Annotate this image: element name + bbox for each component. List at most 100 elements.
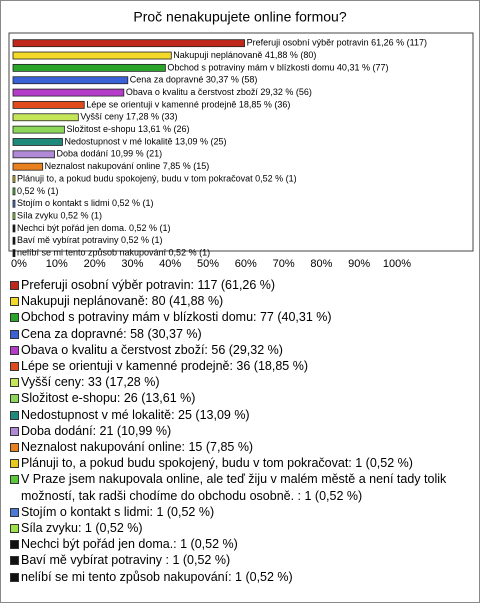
legend-swatch [10,410,19,420]
legend-swatch [10,556,19,566]
bar [12,138,63,146]
legend-label: Preferuji osobní výběr potravin: 117 (61… [21,278,276,292]
bar-label: Nechci být pořád jen doma. 0,52 % (1) [17,223,171,233]
legend-label: Nakupuji neplánovaně: 80 (41,88 %) [21,294,224,309]
legend-label: Lépe se orientuji v kamenné prodejně: 36… [21,359,308,374]
legend-swatch [10,475,19,485]
bar [12,150,55,159]
x-tick-label: 100% [383,258,411,270]
bar [12,187,16,196]
legend-swatch [10,426,19,436]
legend-label: Nedostupnost v mé lokalitě: 25 (13,09 %) [21,407,250,422]
legend-label: Vyšší ceny: 33 (17,28 %) [21,375,160,390]
legend-label: Obchod s potraviny mám v blízkosti domu:… [21,310,332,325]
x-tick-label: 80% [310,258,332,270]
legend-swatch [10,507,19,517]
bar-label: nelíbí se mi tento způsob nakupování 0,5… [17,248,210,258]
legend-item: Vyšší ceny: 33 (17,28 %) [9,374,471,390]
legend-label: V Praze jsem nakupovala online, ale teď … [21,472,447,503]
bar [12,199,16,208]
x-tick-label: 40% [159,258,181,270]
x-tick-label: 70% [273,258,295,270]
legend-swatch [10,297,19,307]
legend-label: Cena za dopravné: 58 (30,37 %) [21,326,202,341]
bar [12,212,16,220]
legend-item: nelíbí se mi tento způsob nakupování: 1 … [9,569,471,585]
legend-item: Nakupuji neplánovaně: 80 (41,88 %) [9,293,471,309]
legend-item: Složitost e-shopu: 26 (13,61 %) [9,390,471,406]
x-tick-label: 20% [84,258,106,270]
legend-swatch [10,313,19,323]
bar-label: Obava o kvalitu a čerstvost zboží 29,32 … [126,87,312,97]
legend-label: nelíbí se mi tento způsob nakupování: 1 … [21,569,293,584]
legend-item: Obchod s potraviny mám v blízkosti domu:… [9,309,471,325]
bar [12,76,129,85]
legend-label: Stojím o kontakt s lidmi: 1 (0,52 %) [21,504,215,519]
legend-item: Baví mě vybírat potraviny : 1 (0,52 %) [9,552,471,568]
legend-swatch [10,540,19,550]
legend-label: Síla zvyku: 1 (0,52 %) [21,521,143,536]
legend-swatch [10,378,19,388]
bar-label: Vyšší ceny 17,28 % (33) [80,112,177,122]
legend-item: Doba dodání: 21 (10,99 %) [9,423,471,439]
bar [12,51,172,60]
bar-label: Lépe se orientuji v kamenné prodejně 18,… [86,99,290,109]
legend-item: V Praze jsem nakupovala online, ale teď … [9,471,471,503]
bar [12,88,125,97]
legend-label: Baví mě vybírat potraviny : 1 (0,52 %) [21,553,231,568]
bar-label: Preferuji osobní výběr potravin 61,26 % … [247,38,427,48]
x-tick-label: 60% [235,258,257,270]
legend-swatch [10,524,19,534]
legend-swatch [10,329,19,339]
legend-label: Složitost e-shopu: 26 (13,61 %) [21,391,196,406]
legend-item: Síla zvyku: 1 (0,52 %) [9,520,471,536]
bar-label: Obchod s potraviny mám v blízkosti domu … [167,62,388,72]
bar [12,101,85,109]
legend-label: Plánuji to, a pokud budu spokojený, budu… [21,456,413,471]
legend-swatch [10,345,19,355]
legend-item: Preferuji osobní výběr potravin: 117 (61… [9,277,471,293]
bar [12,39,245,48]
bar [12,113,79,122]
bar-label: Baví mě vybírat potraviny 0,52 % (1) [17,235,163,245]
bar-label: Cena za dopravné 30,37 % (58) [130,75,258,85]
bar-label: 0,52 % (1) [17,186,59,196]
chart-title: Proč nenakupujete online formou? [133,9,346,25]
legend-swatch [10,443,19,453]
legend: Preferuji osobní výběr potravin: 117 (61… [9,277,471,585]
bar-label: Doba dodání 10,99 % (21) [57,149,163,159]
x-tick-label: 30% [121,258,143,270]
legend-swatch [10,281,19,290]
x-tick-label: 0% [11,258,27,270]
legend-item: Nedostupnost v mé lokalitě: 25 (13,09 %) [9,407,471,423]
x-tick-label: 10% [46,258,68,270]
legend-swatch [10,459,19,469]
x-tick-label: 90% [348,258,370,270]
bar-label: Síla zvyku 0,52 % (1) [17,210,102,220]
legend-swatch [10,394,19,404]
chart: Proč nenakupujete online formou? 0% 10% 20… [8,9,474,270]
legend-label: Neznalost nakupování online: 15 (7,85 %) [21,440,254,455]
plot-frame [8,32,474,252]
legend-label: Nechci být pořád jen doma.: 1 (0,52 %) [21,537,238,552]
x-tick-label: 50% [197,258,219,270]
legend-item: Neznalost nakupování online: 15 (7,85 %) [9,439,471,455]
bar [12,63,166,72]
bar [12,236,16,245]
legend-label: Doba dodání: 21 (10,99 %) [21,423,172,438]
bar-label: Neznalost nakupování online 7,85 % (15) [45,161,210,171]
legend-swatch [10,362,19,372]
bar-label: Nedostupnost v mé lokalitě 13,09 % (25) [64,136,226,146]
legend-item: Lépe se orientuji v kamenné prodejně: 36… [9,358,471,374]
legend-swatch [10,572,19,582]
bar-label: Složitost e-shopu 13,61 % (26) [66,124,189,134]
bar-label: Nakupuji neplánovaně 41,88 % (80) [173,50,316,60]
bar-label: Stojím o kontakt s lidmi 0,52 % (1) [17,198,154,208]
bar [12,125,65,134]
bar [12,162,44,171]
bar [12,224,16,233]
legend-label: Obava o kvalitu a čerstvost zboží: 56 (2… [21,342,283,357]
bar-label: Plánuji to, a pokud budu spokojený, budu… [17,173,297,183]
legend-item: Obava o kvalitu a čerstvost zboží: 56 (2… [9,342,471,358]
bar [12,249,16,258]
